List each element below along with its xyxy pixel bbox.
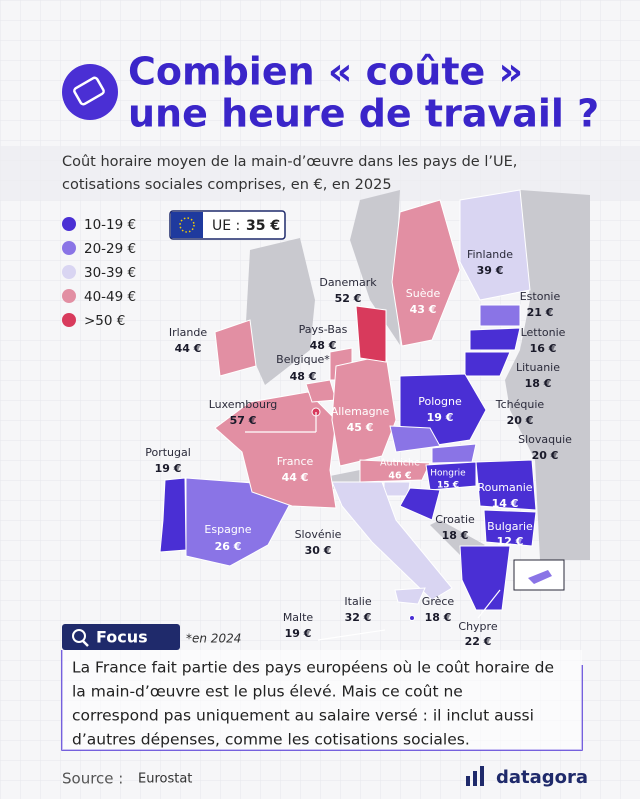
focus-icon: [72, 629, 86, 643]
country-name: Irlande: [169, 326, 208, 339]
country-name: Pologne: [418, 395, 462, 408]
country-cost: 18 €: [425, 611, 452, 624]
non-eu-land: [245, 190, 590, 560]
focus-text: la main-d’œuvre est le plus élevé. Mais …: [72, 683, 463, 701]
focus-panel: [62, 650, 582, 750]
legend-label: 20-29 €: [84, 241, 136, 257]
source: Eurostat: [138, 772, 192, 787]
legend-swatch: [62, 313, 76, 327]
country-cost: 14 €: [492, 497, 519, 510]
country-name: Espagne: [204, 523, 251, 536]
country-name: Lettonie: [521, 326, 566, 339]
country-name: Tchéquie: [495, 398, 545, 411]
country-cost: 32 €: [345, 611, 372, 624]
country-cost: 18 €: [442, 529, 469, 542]
subtitle-line-1: Coût horaire moyen de la main-d’œuvre da…: [62, 154, 517, 170]
country-name: Estonie: [520, 290, 561, 303]
country-name: Grèce: [422, 595, 455, 608]
eu-countries: [159, 189, 537, 621]
country-cost: 48 €: [310, 339, 337, 352]
legend-label: >50 €: [84, 313, 125, 329]
country-name: Belgique*: [276, 353, 330, 366]
focus-note: *en 2024: [186, 632, 241, 646]
country-cost: 16 €: [530, 342, 557, 355]
icon-tag: [73, 76, 105, 106]
country-name: Malte: [283, 611, 314, 624]
country-name: Autriche: [380, 458, 420, 469]
country-name: Slovénie: [295, 528, 342, 541]
country-name: Lituanie: [516, 361, 560, 374]
icon: [62, 64, 118, 120]
country-name: France: [277, 455, 314, 468]
country-cost: 44 €: [282, 471, 309, 484]
focus-text: d’autres dépenses, comme les cotisations…: [72, 731, 470, 749]
legend-swatch: [62, 265, 76, 279]
country-cost: 22 €: [465, 635, 492, 648]
title-line-1: Combien « coûte »: [128, 50, 523, 94]
country-cost: 52 €: [335, 292, 362, 305]
country-cost: 48 €: [290, 370, 317, 383]
subtitle-line-2: cotisations sociales comprises, en €, en…: [62, 177, 392, 193]
legend-label: 40-49 €: [84, 289, 136, 305]
country-name: Portugal: [145, 446, 191, 459]
country-name: Suède: [406, 287, 441, 300]
country-name: Finlande: [467, 248, 513, 261]
focus-text: La France fait partie des pays européens…: [72, 659, 554, 677]
eu-stars: [179, 217, 195, 233]
country-cost: 46 €: [388, 471, 411, 482]
country-cost: 43 €: [410, 303, 437, 316]
country-name: Croatie: [435, 513, 475, 526]
country-labels: Finlande 39 € Danemark 52 € Suède 43 € E…: [145, 248, 572, 648]
focus-title: Focus: [96, 628, 148, 647]
country-name: Chypre: [458, 620, 497, 633]
focus-badge: [62, 624, 180, 650]
brand: datagora: [496, 767, 588, 788]
country-name: Slovaquie: [518, 433, 572, 446]
title-line-2: une heure de travail ?: [128, 92, 599, 136]
country-name: Italie: [344, 595, 371, 608]
country-name: Luxembourg: [209, 398, 278, 411]
country-cost: 44 €: [175, 342, 202, 355]
country-cost: 19 €: [427, 411, 454, 424]
legend-swatch: [62, 289, 76, 303]
country-cost: 30 €: [305, 544, 332, 557]
country-cost: 45 €: [347, 421, 374, 434]
eu-flag: [171, 212, 203, 238]
country-cost: 21 €: [527, 306, 554, 319]
country-cost: 57 €: [230, 414, 257, 427]
legend-label: 10-19 €: [84, 217, 136, 233]
country-cost: 20 €: [507, 414, 534, 427]
country-name: Danemark: [319, 276, 377, 289]
eu-value: 35 €: [246, 218, 280, 234]
country-cost: 26 €: [215, 540, 242, 553]
country-name: Pays-Bas: [299, 323, 348, 336]
country-name: Roumanie: [477, 481, 532, 494]
country-cost: 20 €: [532, 449, 559, 462]
country-cost: 19 €: [285, 627, 312, 640]
country-cost: 39 €: [477, 264, 504, 277]
country-name: Bulgarie: [487, 520, 533, 533]
cyprus: [528, 570, 552, 584]
source-label: Source :: [62, 770, 123, 788]
country-cost: 15 €: [437, 481, 459, 491]
country-name: Hongrie: [430, 469, 466, 479]
legend-label: 30-39 €: [84, 265, 136, 281]
country-cost: 12 €: [497, 535, 524, 548]
country-name: Allemagne: [331, 405, 390, 418]
country-cost: 19 €: [155, 462, 182, 475]
eu-average: UE : 35 €: [169, 210, 286, 240]
focus-text: correspond pas uniquement au salaire ver…: [72, 707, 534, 725]
country-cost: 18 €: [525, 377, 552, 390]
focus-icon-handle: [82, 640, 89, 647]
eu-label: UE :: [212, 218, 240, 234]
brand-icon: [466, 766, 484, 786]
legend: 10-19 € 20-29 € 30-39 € 40-49 € >50 €: [62, 217, 136, 329]
legend-swatch: [62, 241, 76, 255]
leader-lines: [245, 412, 501, 641]
legend-swatch: [62, 217, 76, 231]
